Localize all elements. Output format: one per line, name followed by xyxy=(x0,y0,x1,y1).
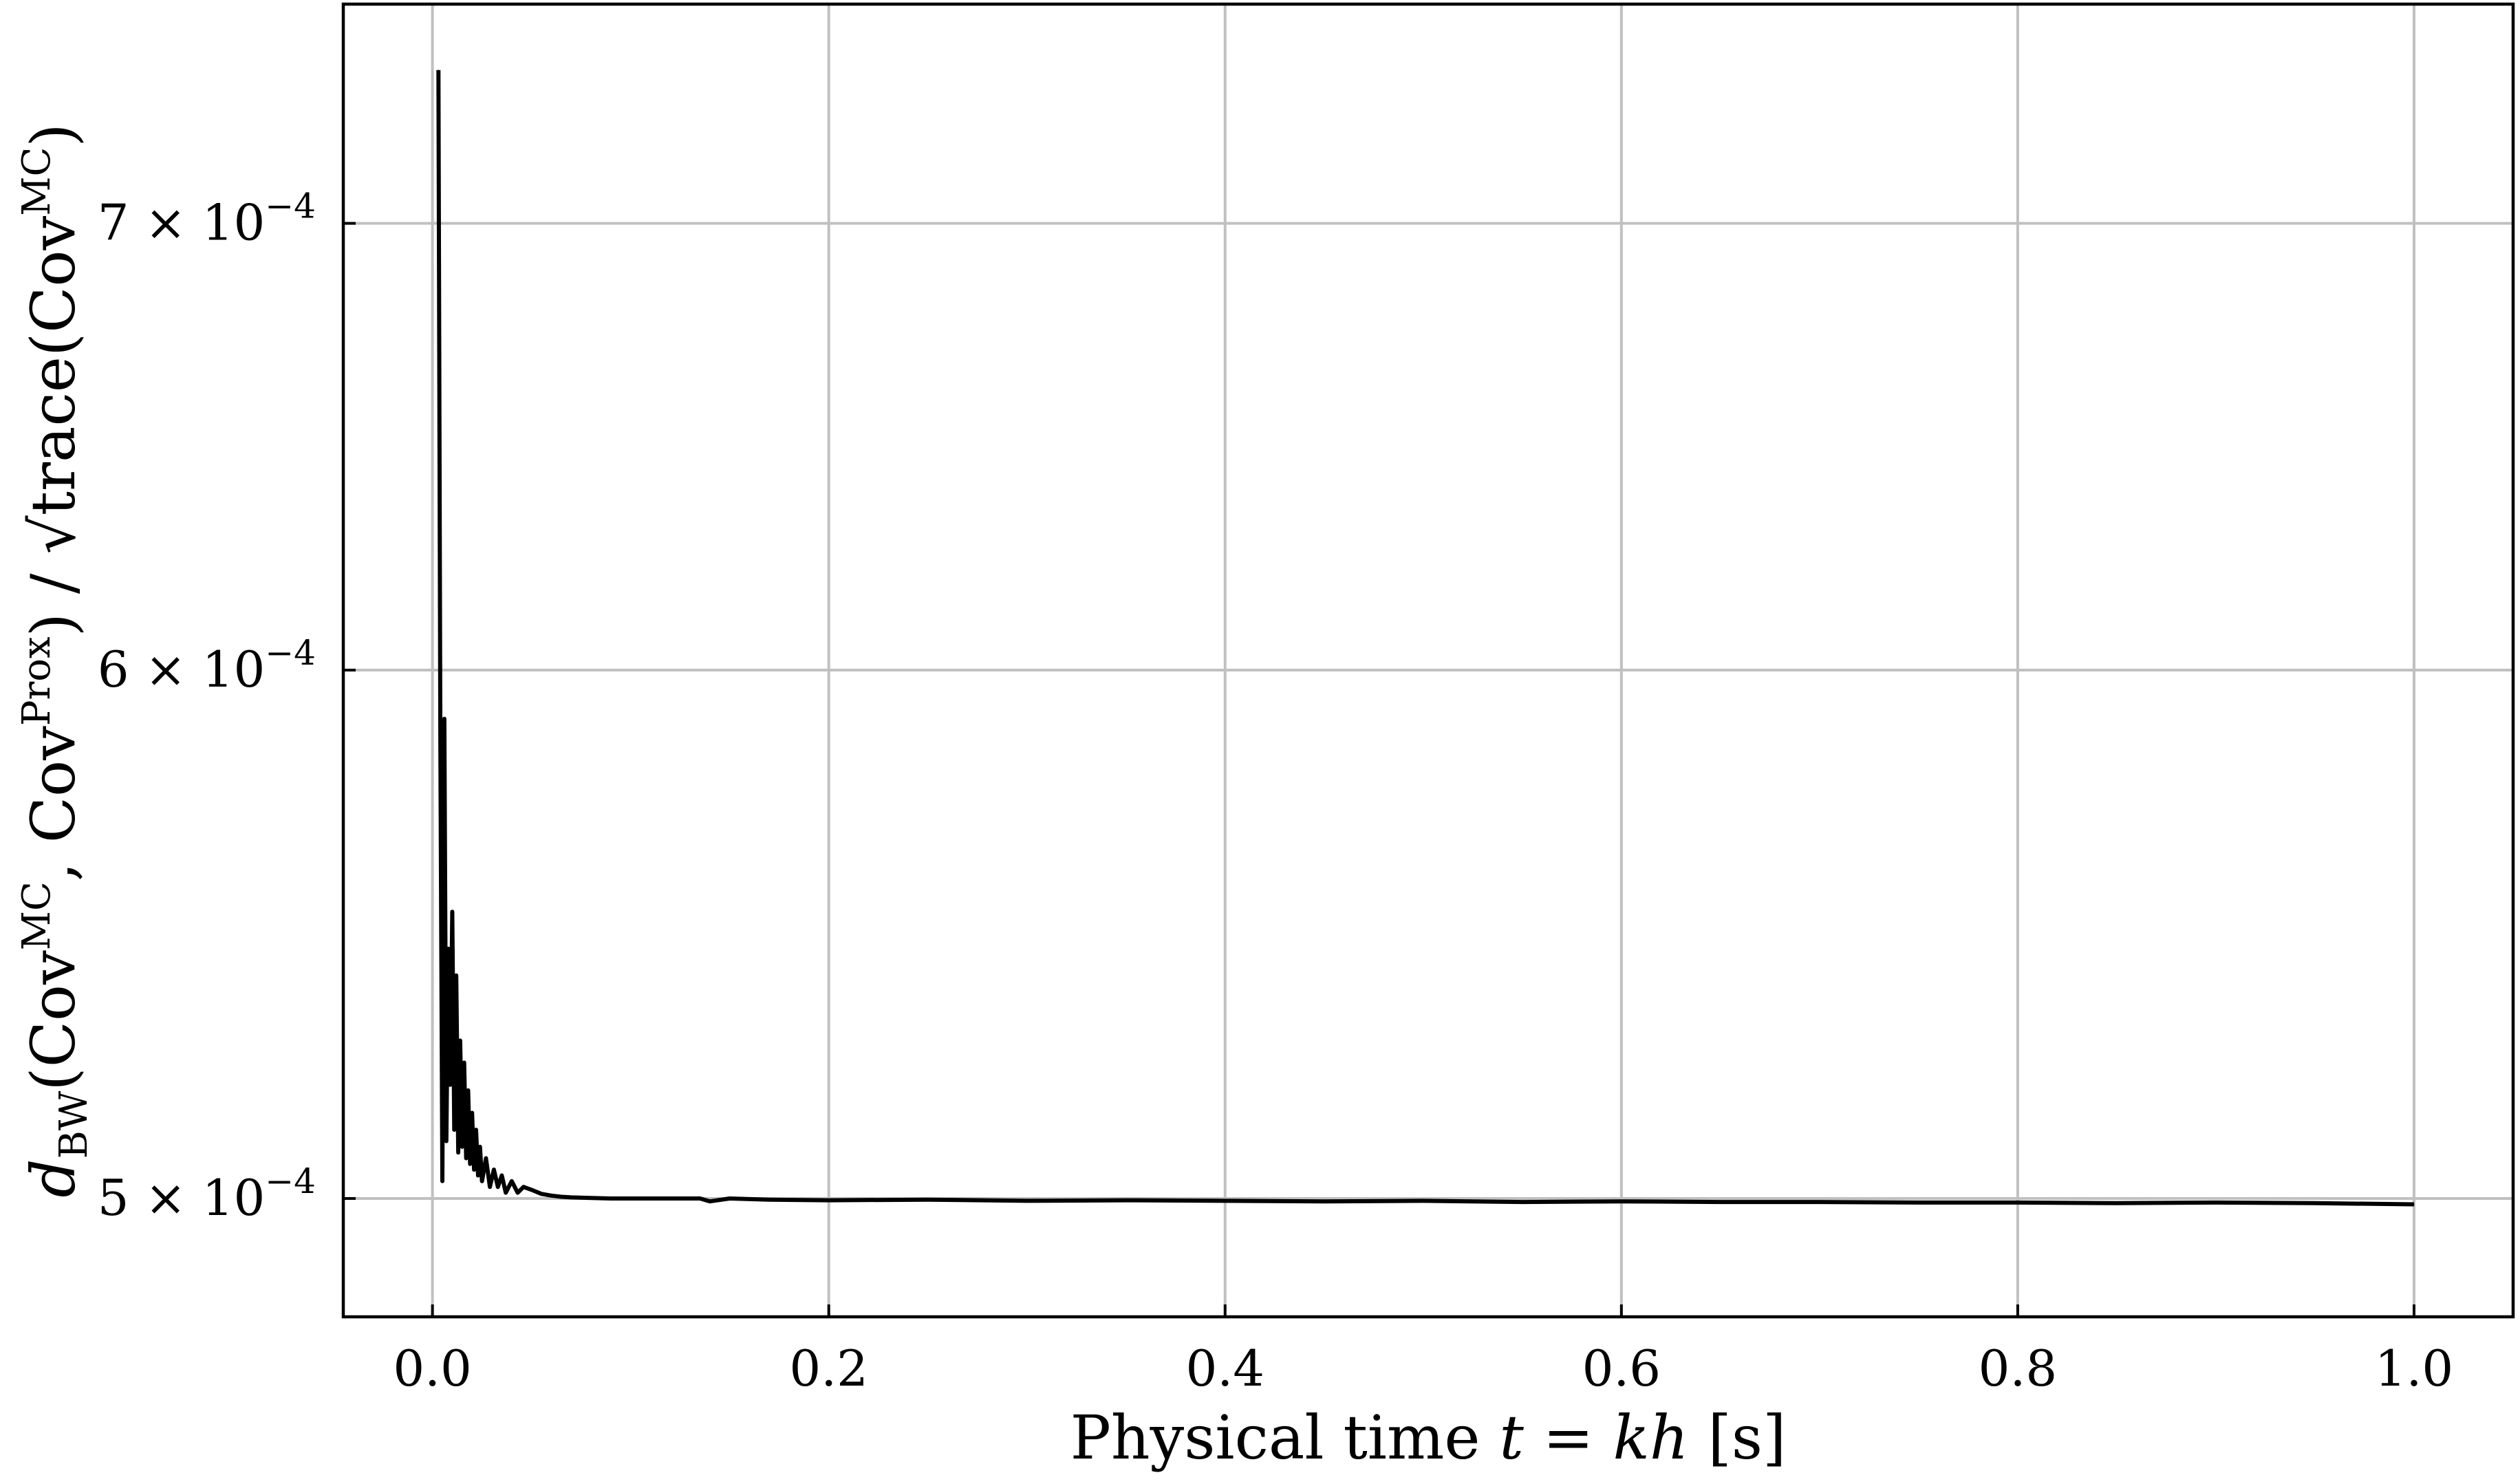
data-point xyxy=(630,1198,632,1199)
x-tick-label: 0.2 xyxy=(789,1340,868,1397)
y-axis-label: dBW(CovMC, CovProx) / √trace(CovMC) xyxy=(14,123,96,1198)
data-point xyxy=(768,1199,770,1201)
x-axis-label: Physical time t = kh [s] xyxy=(1070,1402,1787,1473)
y-tick-label-base: 6 × 10 xyxy=(98,641,266,698)
data-point xyxy=(610,1198,612,1199)
data-point xyxy=(1720,1201,1721,1203)
y-tick-label: 6 × 10−4 xyxy=(98,633,316,698)
data-point xyxy=(440,743,441,744)
x-tick-label: 0.4 xyxy=(1186,1340,1265,1397)
data-point xyxy=(438,69,439,71)
y-tick-label: 5 × 10−4 xyxy=(98,1161,316,1227)
data-point xyxy=(457,1152,459,1153)
x-axis-label-unit: [s] xyxy=(1689,1402,1787,1473)
x-tick-label: 1.0 xyxy=(2375,1340,2454,1397)
x-axis-label-text: Physical time xyxy=(1070,1402,1500,1473)
data-point xyxy=(927,1199,929,1201)
data-point xyxy=(570,1196,572,1198)
svg-text:dBW(CovMC, CovProx) / √trace(C: dBW(CovMC, CovProx) / √trace(CovMC) xyxy=(14,123,96,1198)
data-point xyxy=(2017,1202,2018,1203)
x-tick-label: 0.6 xyxy=(1582,1340,1661,1397)
tick-labels: 0.0 0.2 0.4 0.6 0.8 1.05 × 10−46 × 10−47 × 10… xyxy=(98,186,2453,1397)
data-point xyxy=(517,1192,518,1194)
y-tick-label: 7 × 10−4 xyxy=(98,186,316,252)
x-axis-label-var-t: t xyxy=(1499,1402,1524,1473)
data-point xyxy=(1819,1201,1820,1203)
data-point xyxy=(669,1198,671,1199)
data-point xyxy=(469,1163,471,1165)
data-point xyxy=(2215,1202,2217,1203)
x-axis-label-var-kh: kh xyxy=(1613,1402,1689,1473)
data-point xyxy=(2413,1204,2415,1205)
y-tick-label-base: 5 × 10 xyxy=(98,1169,266,1227)
y-tick-label-base: 7 × 10 xyxy=(98,194,266,252)
plot-frame xyxy=(341,2,2515,1319)
y-tick-label-exponent: −4 xyxy=(265,1161,316,1201)
data-point xyxy=(471,1112,473,1113)
data-point xyxy=(709,1201,711,1202)
data-point xyxy=(450,1084,451,1086)
x-tick-label: 0.0 xyxy=(393,1340,472,1397)
data-point xyxy=(1621,1201,1622,1202)
x-axis-label-eq: = xyxy=(1524,1402,1613,1473)
data-point xyxy=(477,1175,479,1176)
series-layer xyxy=(436,69,2415,1207)
y-tick-label-exponent: −4 xyxy=(265,633,316,673)
y-tick-label-exponent: −4 xyxy=(265,186,316,226)
ticks xyxy=(343,222,2415,1317)
data-point xyxy=(1918,1202,1919,1203)
series-line xyxy=(436,69,2415,1207)
x-tick-label: 0.8 xyxy=(1979,1340,2058,1397)
data-point xyxy=(729,1198,731,1199)
data-point xyxy=(455,975,457,976)
grid xyxy=(343,4,2513,1317)
data-point xyxy=(550,1195,552,1196)
data-point xyxy=(828,1200,830,1201)
